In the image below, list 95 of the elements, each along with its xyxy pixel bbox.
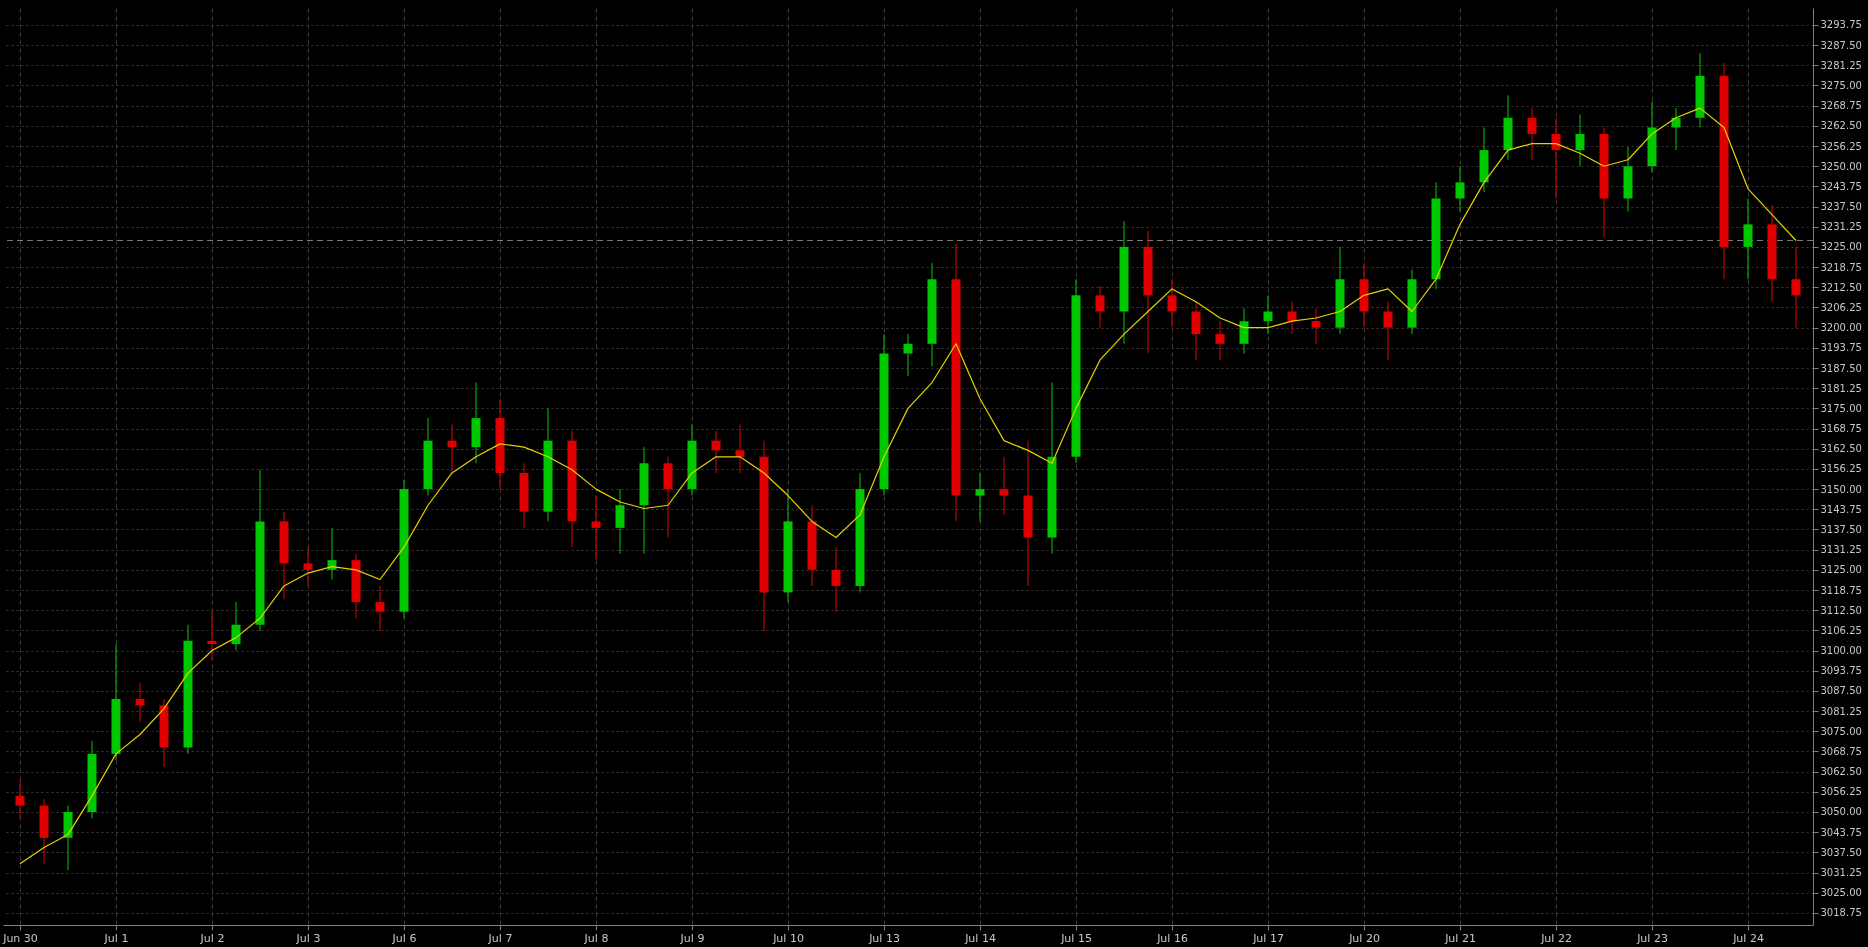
x-tick-label: Jul 6	[391, 931, 417, 945]
x-tick-label: Jul 8	[583, 931, 609, 945]
y-tick-label: 3187.50	[1820, 362, 1862, 374]
y-tick-label: 3112.50	[1820, 604, 1862, 616]
candlestick	[591, 495, 601, 561]
y-tick-label: 3268.75	[1820, 100, 1862, 112]
y-tick-label: 3181.25	[1820, 382, 1862, 394]
y-tick-label: 3100.00	[1820, 645, 1862, 657]
candlestick	[1311, 307, 1321, 345]
candlestick	[231, 601, 241, 652]
y-tick-label: 3218.75	[1820, 261, 1862, 273]
candlestick	[615, 488, 625, 555]
candlestick	[15, 779, 25, 819]
x-tick-label: Jul 2	[199, 931, 225, 945]
y-tick-label: 3056.25	[1820, 786, 1862, 798]
y-tick-label: 3243.75	[1820, 180, 1862, 192]
candlestick	[1383, 301, 1393, 361]
y-tick-label: 3168.75	[1820, 423, 1862, 435]
x-tick-label: Jul 14	[964, 931, 996, 945]
y-tick-label: 3287.50	[1820, 39, 1862, 51]
candlestick	[1455, 165, 1465, 212]
candlestick	[1527, 107, 1537, 161]
candlestick	[711, 430, 721, 474]
candlestick	[1167, 278, 1177, 329]
line-series	[19, 107, 1797, 865]
x-tick-label: Jul 3	[295, 931, 321, 945]
candlestick	[999, 456, 1009, 516]
y-tick-label: 3137.50	[1820, 523, 1862, 535]
y-tick-label: 3275.00	[1820, 79, 1862, 91]
y-tick-label: 3068.75	[1820, 745, 1862, 757]
y-tick-label: 3262.50	[1820, 120, 1862, 132]
candlestick	[303, 546, 313, 587]
y-tick-label: 3087.50	[1820, 685, 1862, 697]
y-tick-label: 3237.50	[1820, 201, 1862, 213]
y-tick-label: 3281.25	[1820, 59, 1862, 71]
y-tick-label: 3025.00	[1820, 887, 1862, 899]
y-tick-label: 3175.00	[1820, 402, 1862, 414]
candlestick	[1239, 307, 1249, 354]
y-tick-label: 3200.00	[1820, 322, 1862, 334]
y-tick-label: 3150.00	[1820, 483, 1862, 495]
candlestick	[1191, 301, 1201, 361]
y-tick-label: 3093.75	[1820, 665, 1862, 677]
candlestick	[1215, 320, 1225, 361]
candlestick	[447, 424, 457, 474]
y-tick-label: 3081.25	[1820, 705, 1862, 717]
y-tick-label: 3043.75	[1820, 826, 1862, 838]
candlestick	[135, 682, 145, 723]
y-tick-label: 3250.00	[1820, 160, 1862, 172]
y-tick-label: 3231.25	[1820, 221, 1862, 233]
y-tick-label: 3225.00	[1820, 241, 1862, 253]
candlestick	[1095, 285, 1105, 329]
x-tick-label: Jul 1	[103, 931, 129, 945]
y-tick-label: 3118.75	[1820, 584, 1862, 596]
x-tick-label: Jul 10	[772, 931, 804, 945]
y-tick-label: 3131.25	[1820, 544, 1862, 556]
x-tick-label: Jul 9	[679, 931, 705, 945]
y-tick-label: 3156.25	[1820, 463, 1862, 475]
x-tick-label: Jun 30	[2, 931, 38, 945]
y-tick-label: 3037.50	[1820, 846, 1862, 858]
y-tick-label: 3193.75	[1820, 342, 1862, 354]
x-tick-label: Jul 23	[1636, 931, 1668, 945]
x-tick-label: Jul 20	[1348, 931, 1380, 945]
x-tick-label: Jul 15	[1060, 931, 1092, 945]
y-tick-label: 3075.00	[1820, 725, 1862, 737]
y-tick-label: 3106.25	[1820, 624, 1862, 636]
candlestick	[975, 472, 985, 522]
candlestick	[1575, 114, 1585, 167]
candlestick	[735, 424, 745, 474]
y-tick-label: 3062.50	[1820, 766, 1862, 778]
y-tick-label: 3212.50	[1820, 281, 1862, 293]
x-tick-label: Jul 24	[1732, 931, 1764, 945]
y-tick-label: 3125.00	[1820, 564, 1862, 576]
candlestick	[831, 546, 841, 613]
x-tick-label: Jul 16	[1156, 931, 1188, 945]
y-tick-label: 3050.00	[1820, 806, 1862, 818]
candlestick	[1743, 198, 1753, 280]
candlestick	[207, 611, 217, 661]
y-tick-label: 3162.50	[1820, 443, 1862, 455]
x-tick-label: Jul 7	[487, 931, 513, 945]
y-tick-label: 3143.75	[1820, 503, 1862, 515]
candlestick	[1263, 294, 1273, 335]
candlestick	[327, 527, 337, 581]
candlestick	[375, 585, 385, 632]
x-tick-label: Jul 22	[1540, 931, 1572, 945]
candlestick	[1791, 246, 1801, 329]
x-tick-label: Jul 21	[1444, 931, 1476, 945]
x-tick-label: Jul 17	[1252, 931, 1284, 945]
y-tick-label: 3018.75	[1820, 907, 1862, 919]
candlestick	[1551, 117, 1561, 199]
y-tick-label: 3206.25	[1820, 301, 1862, 313]
y-tick-label: 3256.25	[1820, 140, 1862, 152]
y-tick-label: 3293.75	[1820, 19, 1862, 31]
x-tick-label: Jul 13	[868, 931, 900, 945]
y-tick-label: 3031.25	[1820, 867, 1862, 879]
candlestick	[903, 333, 913, 377]
